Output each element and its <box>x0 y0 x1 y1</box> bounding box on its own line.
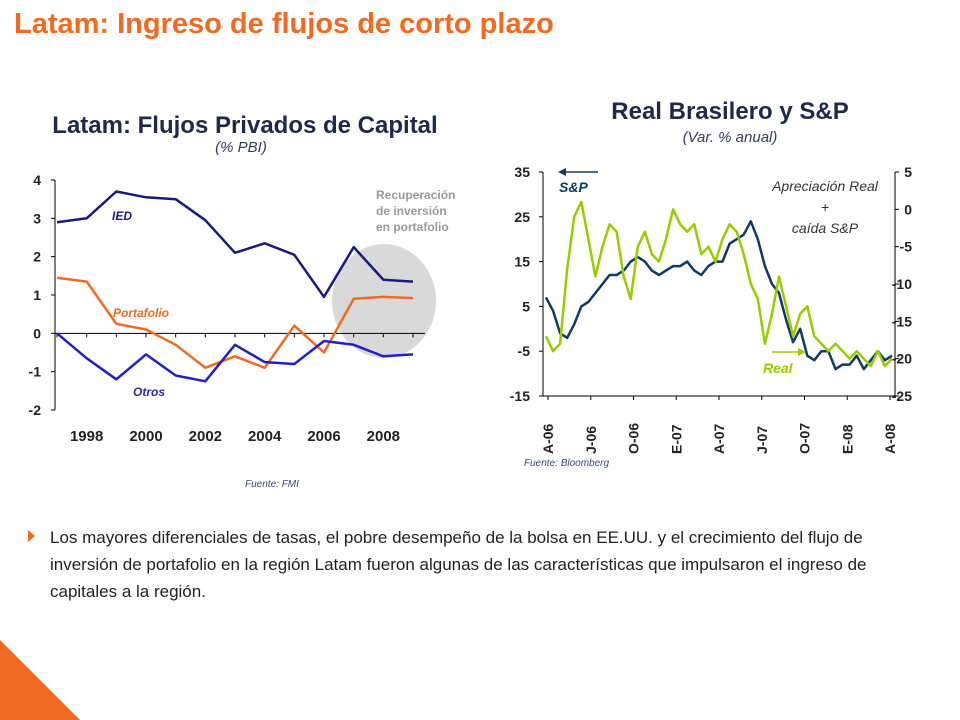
sp-label: S&P <box>559 179 588 195</box>
x-tick-label: E-07 <box>668 424 684 454</box>
series-line-sp <box>544 220 893 371</box>
series-line-real <box>544 200 893 368</box>
x-tick-label: E-08 <box>839 424 855 454</box>
x-tick-label: A-07 <box>711 423 727 454</box>
bullet-arrow-icon <box>28 530 35 542</box>
y-tick-label: 3 <box>33 210 41 226</box>
annotation-line: + <box>821 199 829 215</box>
y-tick-label: -1 <box>29 364 42 380</box>
series-line-portafolio <box>56 276 414 370</box>
x-tick-label: J-06 <box>583 426 599 454</box>
left-y-tick-label: 25 <box>514 209 530 225</box>
y-tick-label: 1 <box>33 287 41 303</box>
left-chart-source: Fuente: FMI <box>245 479 299 490</box>
left-chart-subtitle: (% PBI) <box>215 139 267 156</box>
right-y-tick-label: -25 <box>892 388 912 404</box>
real-sp-chart: 35 25 15 5 -5 -15 5 0 -5 -10 -15 -20 -25 A-06 J-06 O-06… <box>510 164 913 454</box>
highlight-circle <box>332 244 436 358</box>
x-tick-label: 2008 <box>367 428 400 445</box>
x-tick-label: 2002 <box>189 428 222 445</box>
right-chart-source: Fuente: Bloomberg <box>524 458 610 469</box>
annotation-line: Apreciación Real <box>771 178 879 194</box>
annotation-line: Recuperación <box>376 188 455 202</box>
bullet-paragraph: Los mayores diferenciales de tasas, el p… <box>26 524 886 605</box>
real-arrow-icon <box>798 348 806 356</box>
sp-arrow-icon <box>558 168 566 176</box>
left-y-tick-label: -5 <box>518 343 531 359</box>
x-tick-label: 2000 <box>129 428 162 445</box>
corner-triangle-icon <box>0 640 80 720</box>
page-title: Latam: Ingreso de flujos de corto plazo <box>14 8 554 40</box>
y-tick-label: 2 <box>33 249 41 265</box>
left-y-tick-label: 5 <box>522 298 530 314</box>
right-y-tick-label: -10 <box>892 276 912 292</box>
annotation-line: caída S&P <box>792 220 859 236</box>
x-tick-label: A-08 <box>882 423 898 454</box>
right-y-tick-label: -20 <box>892 351 912 367</box>
right-y-tick-label: 0 <box>904 201 912 217</box>
bullet-text: Los mayores diferenciales de tasas, el p… <box>50 528 867 601</box>
left-y-tick-label: 15 <box>514 254 530 270</box>
x-tick-label: 2004 <box>248 428 282 445</box>
x-tick-label: 1998 <box>70 428 103 445</box>
left-y-tick-label: 35 <box>514 164 530 180</box>
x-tick-label: O-07 <box>797 423 813 454</box>
right-y-tick-label: 5 <box>904 164 912 180</box>
right-y-tick-label: -15 <box>892 313 912 329</box>
right-y-tick-label: -5 <box>900 239 913 255</box>
left-chart-title: Latam: Flujos Privados de Capital <box>52 112 438 139</box>
series-label: IED <box>112 209 132 223</box>
right-chart-subtitle: (Var. % anual) <box>682 129 778 146</box>
series-line-ied <box>56 190 414 299</box>
x-tick-label: 2006 <box>307 428 340 445</box>
x-tick-label: O-06 <box>626 423 642 454</box>
right-chart-title: Real Brasilero y S&P <box>611 98 849 125</box>
annotation-line: de inversión <box>376 204 447 218</box>
annotation-line: en portafolio <box>376 220 449 234</box>
y-tick-label: 0 <box>33 325 41 341</box>
series-label: Otros <box>133 385 165 399</box>
series-line-otros <box>56 332 414 383</box>
capital-flows-chart: 4 3 2 1 0 -1 -2 1998 2000 2002 2004 2006 2008 IED Port… <box>29 172 456 445</box>
x-tick-label: J-07 <box>754 426 770 454</box>
real-label: Real <box>763 360 794 376</box>
series-label: Portafolio <box>113 306 169 320</box>
left-y-tick-label: -15 <box>510 388 530 404</box>
y-tick-label: -2 <box>29 402 42 418</box>
y-tick-label: 4 <box>33 172 41 188</box>
x-tick-label: A-06 <box>540 423 556 454</box>
